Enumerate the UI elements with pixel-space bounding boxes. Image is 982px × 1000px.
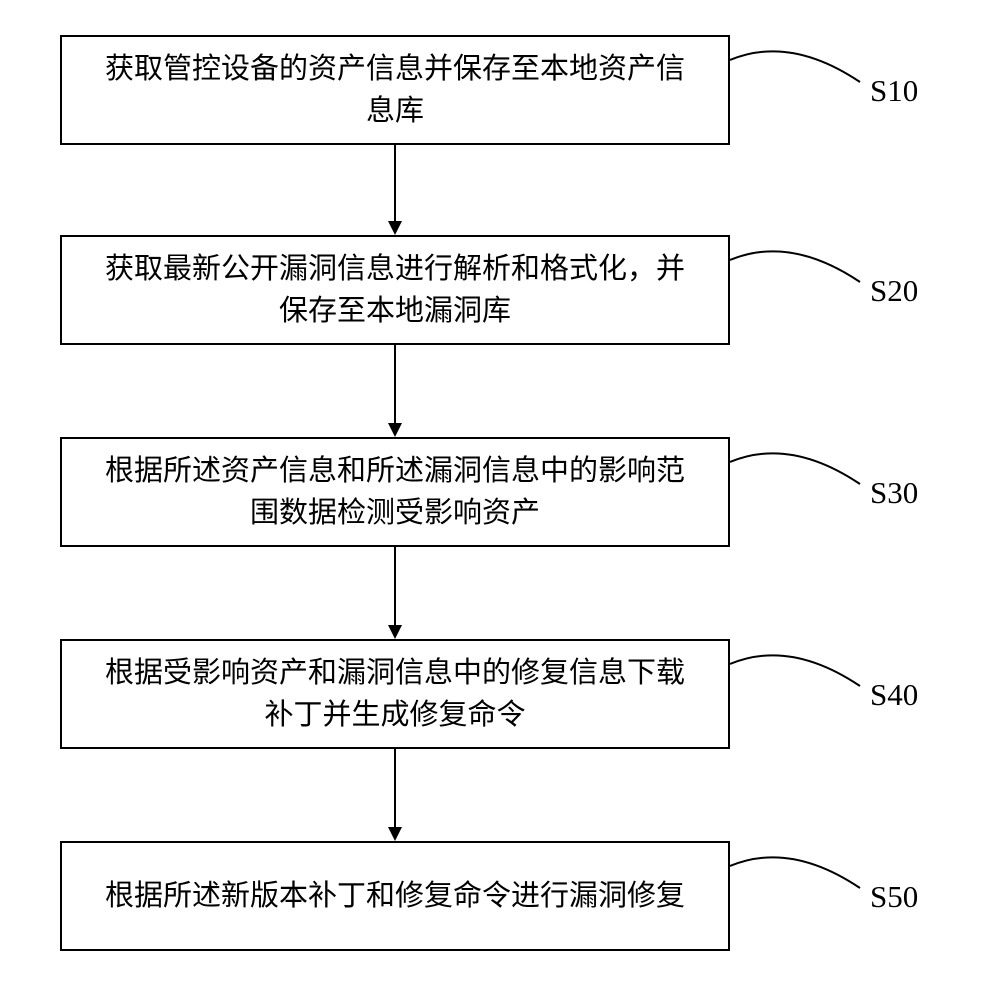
flowchart-container: 获取管控设备的资产信息并保存至本地资产信息库 S10 获取最新公开漏洞信息进行解… [60, 35, 940, 951]
step-text-s20: 获取最新公开漏洞信息进行解析和格式化，并保存至本地漏洞库 [92, 248, 698, 332]
step-box-s50: 根据所述新版本补丁和修复命令进行漏洞修复 [60, 841, 730, 951]
step-text-s30: 根据所述资产信息和所述漏洞信息中的影响范围数据检测受影响资产 [92, 450, 698, 534]
step-row-s50: 根据所述新版本补丁和修复命令进行漏洞修复 S50 [60, 841, 940, 951]
step-label-s10: S10 [870, 73, 918, 109]
step-label-s30: S30 [870, 475, 918, 511]
step-text-s40: 根据受影响资产和漏洞信息中的修复信息下载补丁并生成修复命令 [92, 652, 698, 736]
arrow-s30-s40 [60, 547, 730, 639]
step-label-s40: S40 [870, 677, 918, 713]
arrow-s10-s20 [60, 145, 730, 235]
connector-s20 [730, 230, 875, 300]
arrow-s20-s30 [60, 345, 730, 437]
step-row-s40: 根据受影响资产和漏洞信息中的修复信息下载补丁并生成修复命令 S40 [60, 639, 940, 749]
connector-s40 [730, 634, 875, 704]
step-text-s50: 根据所述新版本补丁和修复命令进行漏洞修复 [105, 875, 685, 917]
step-row-s30: 根据所述资产信息和所述漏洞信息中的影响范围数据检测受影响资产 S30 [60, 437, 940, 547]
step-label-s50: S50 [870, 879, 918, 915]
step-box-s20: 获取最新公开漏洞信息进行解析和格式化，并保存至本地漏洞库 [60, 235, 730, 345]
connector-s30 [730, 432, 875, 502]
step-label-s20: S20 [870, 273, 918, 309]
arrow-s40-s50 [60, 749, 730, 841]
step-row-s20: 获取最新公开漏洞信息进行解析和格式化，并保存至本地漏洞库 S20 [60, 235, 940, 345]
connector-s10 [730, 30, 875, 100]
step-row-s10: 获取管控设备的资产信息并保存至本地资产信息库 S10 [60, 35, 940, 145]
connector-s50 [730, 836, 875, 906]
step-box-s30: 根据所述资产信息和所述漏洞信息中的影响范围数据检测受影响资产 [60, 437, 730, 547]
step-text-s10: 获取管控设备的资产信息并保存至本地资产信息库 [92, 48, 698, 132]
step-box-s40: 根据受影响资产和漏洞信息中的修复信息下载补丁并生成修复命令 [60, 639, 730, 749]
step-box-s10: 获取管控设备的资产信息并保存至本地资产信息库 [60, 35, 730, 145]
